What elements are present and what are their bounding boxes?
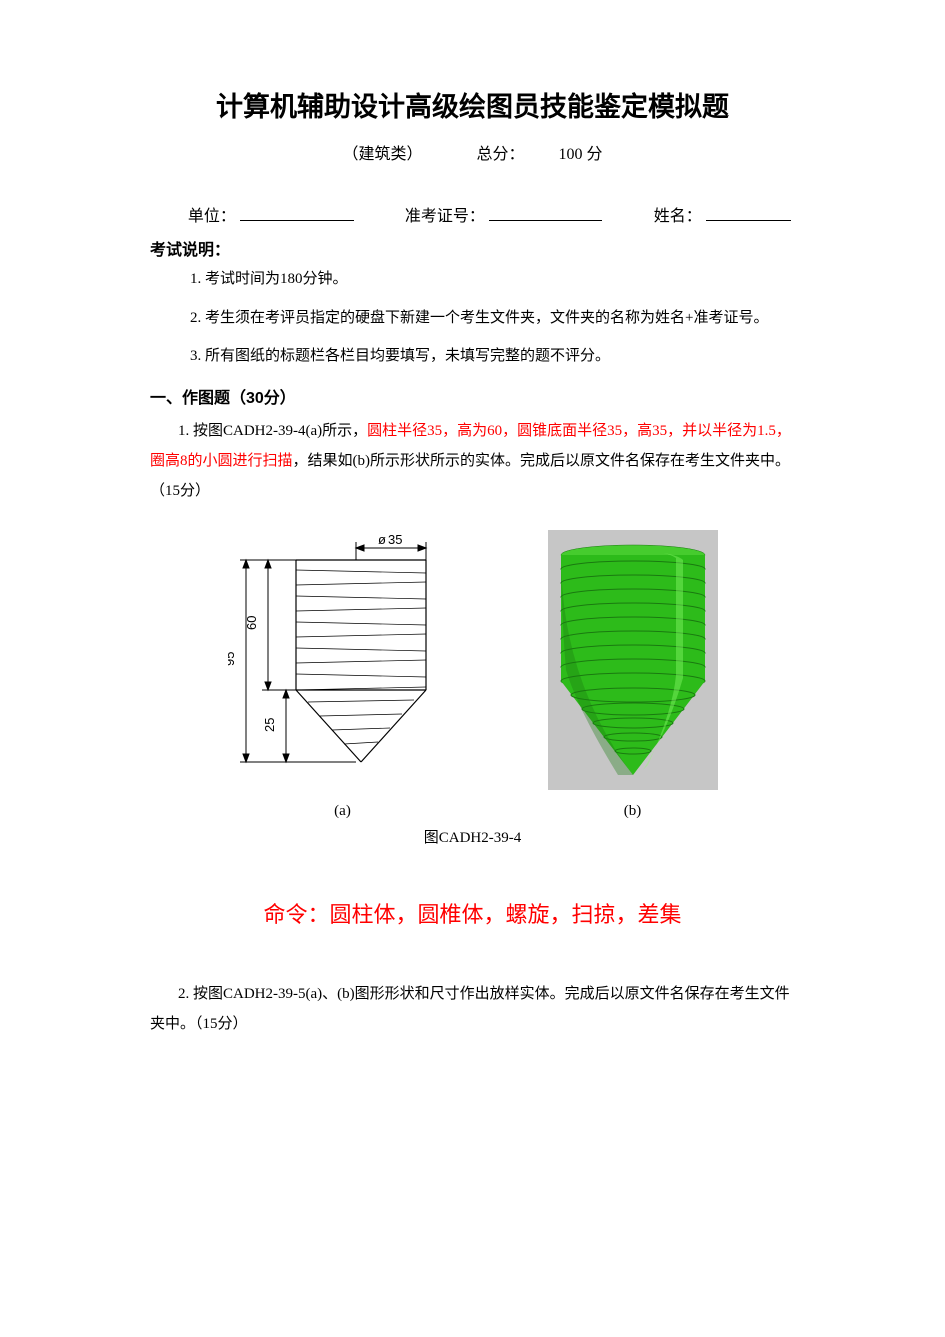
subtitle-category: （建筑类）: [342, 146, 422, 163]
id-label: 准考证号：: [405, 202, 485, 226]
q1-prefix: 1. 按图CADH2-39-4(a)所示，: [178, 423, 367, 439]
unit-blank: [240, 203, 354, 221]
figure-b-column: (b): [548, 530, 718, 820]
figure-a-column: ø 35: [228, 530, 458, 820]
id-blank: [489, 203, 603, 221]
figure-area: ø 35: [150, 530, 795, 820]
section-1-heading: 一、作图题（30分）: [150, 384, 795, 408]
render-b-svg: [548, 530, 718, 790]
helix-lines: [296, 570, 426, 744]
unit-label: 单位：: [188, 202, 236, 226]
dim-95: 95: [228, 651, 237, 665]
instructions-heading: 考试说明：: [150, 236, 795, 260]
name-blank: [706, 203, 791, 221]
dim-top-symbol: ø: [378, 532, 386, 547]
instruction-1: 1. 考试时间为180分钟。: [190, 268, 795, 291]
figure-a-label: (a): [228, 803, 458, 820]
instruction-3: 3. 所有图纸的标题栏各栏目均要填写，未填写完整的题不评分。: [190, 345, 795, 368]
figure-b-label: (b): [548, 803, 718, 820]
diagram-a-svg: ø 35: [228, 530, 458, 790]
info-row: 单位： 准考证号： 姓名：: [150, 202, 795, 226]
question-1-body: 1. 按图CADH2-39-4(a)所示，圆柱半径35，高为60，圆锥底面半径3…: [150, 416, 795, 506]
command-line: 命令：圆柱体，圆椎体，螺旋，扫掠，差集: [150, 897, 795, 929]
figure-caption: 图CADH2-39-4: [150, 826, 795, 847]
name-label: 姓名：: [654, 202, 702, 226]
instruction-2: 2. 考生须在考评员指定的硬盘下新建一个考生文件夹，文件夹的名称为姓名+准考证号…: [190, 307, 795, 330]
page: 计算机辅助设计高级绘图员技能鉴定模拟题 （建筑类） 总分： 100 分 单位： …: [0, 0, 945, 1079]
dim-60: 60: [244, 615, 259, 629]
main-title: 计算机辅助设计高级绘图员技能鉴定模拟题: [150, 85, 795, 124]
question-2-body: 2. 按图CADH2-39-5(a)、(b)图形形状和尺寸作出放样实体。完成后以…: [150, 979, 795, 1039]
subtitle-score-label: 总分：: [476, 146, 524, 163]
subtitle-row: （建筑类） 总分： 100 分: [150, 140, 795, 164]
dim-top-value: 35: [388, 532, 402, 547]
dim-25: 25: [262, 717, 277, 731]
subtitle-score-value: 100 分: [559, 146, 603, 163]
